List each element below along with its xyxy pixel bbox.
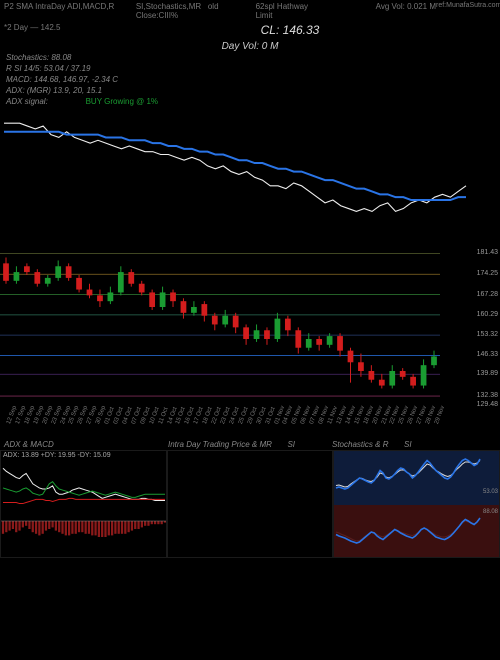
sma-line-chart: [0, 107, 500, 239]
sub-panel-titles: ADX & MACD Intra Day Trading Price & MR …: [0, 439, 500, 450]
stochastics-panel: 53.03 88.08: [333, 450, 500, 558]
stat-adx: ADX: (MGR) 13.9, 20, 15.1: [0, 85, 500, 96]
price-axis: 181.43174.25167.28160.29153.32146.33139.…: [472, 239, 500, 417]
sub-panels: ADX: 13.89 +DY: 19.95 -DY: 15.09 53.03 8…: [0, 450, 500, 558]
stoch-lbl1: 53.03: [483, 489, 498, 495]
date-axis: 12 Sep17 Sep18 Sep19 Sep20 Sep23 Sep24 S…: [0, 417, 470, 439]
header-row2: *2 Day — 142.5 CL: 146.33: [0, 21, 500, 39]
stat-signal: ADX signal: BUY Growing @ 1%: [0, 96, 500, 107]
cl-label: CL:: [261, 23, 280, 37]
adx-readout: ADX: 13.89 +DY: 19.95 -DY: 15.09: [3, 452, 111, 459]
stoch-lbl2: 88.08: [483, 509, 498, 515]
candlestick-chart: 181.43174.25167.28160.29153.32146.33139.…: [0, 239, 500, 439]
adx-macd-panel: ADX: 13.89 +DY: 19.95 -DY: 15.09: [0, 450, 167, 558]
cl-value: 146.33: [283, 23, 320, 37]
intraday-panel: [167, 450, 334, 558]
day-vol: Day Vol: 0 M: [0, 41, 500, 52]
stat-macd: MACD: 144.68, 146.97, -2.34 C: [0, 74, 500, 85]
header-row1: P2 SMA IntraDay ADI,MACD,R SI,Stochastic…: [0, 0, 500, 22]
stat-rsi: R SI 14/5: 53.04 / 37.19: [0, 63, 500, 74]
stat-stochastics: Stochastics: 88.08: [0, 52, 500, 63]
